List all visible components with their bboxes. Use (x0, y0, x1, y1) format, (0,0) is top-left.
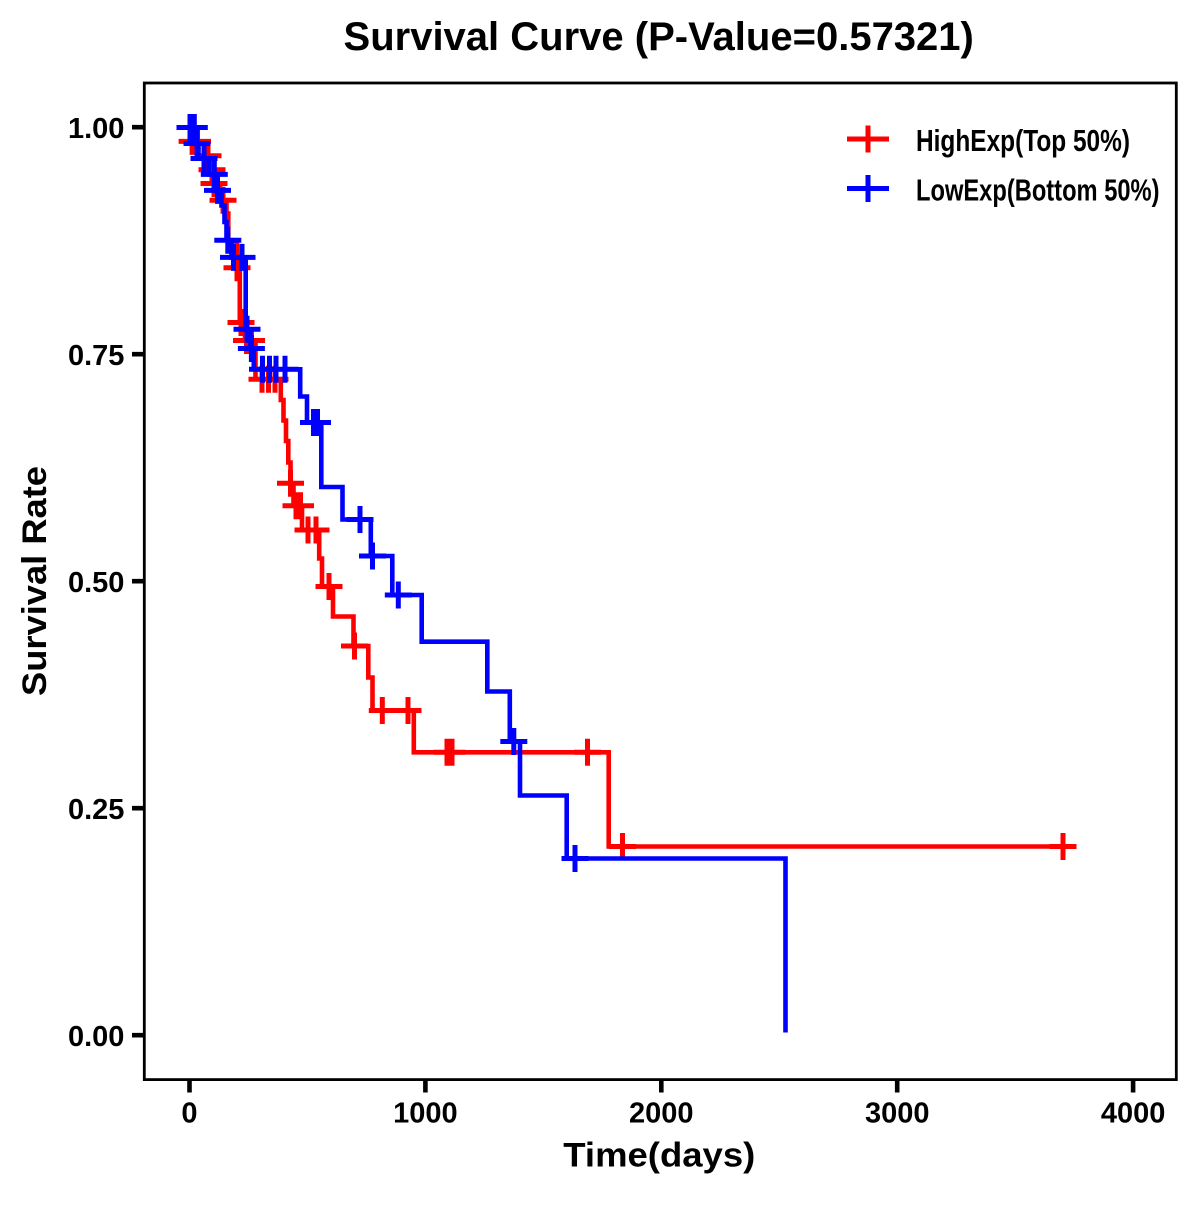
svg-text:0.00: 0.00 (68, 1021, 124, 1053)
svg-text:HighExp(Top 50%): HighExp(Top 50%) (916, 125, 1130, 158)
svg-text:0.25: 0.25 (68, 794, 124, 826)
svg-text:3000: 3000 (865, 1098, 930, 1130)
svg-text:1000: 1000 (393, 1098, 458, 1130)
svg-text:0.50: 0.50 (68, 567, 124, 599)
svg-text:0: 0 (181, 1098, 197, 1130)
svg-text:Survival Rate: Survival Rate (16, 466, 54, 696)
svg-text:LowExp(Bottom 50%): LowExp(Bottom 50%) (916, 174, 1160, 207)
svg-text:2000: 2000 (629, 1098, 694, 1130)
svg-text:0.75: 0.75 (68, 340, 124, 372)
svg-text:1.00: 1.00 (68, 113, 124, 145)
svg-text:Survival Curve (P-Value=0.5732: Survival Curve (P-Value=0.57321) (344, 15, 974, 59)
svg-text:Time(days): Time(days) (563, 1137, 755, 1175)
svg-text:4000: 4000 (1101, 1098, 1166, 1130)
